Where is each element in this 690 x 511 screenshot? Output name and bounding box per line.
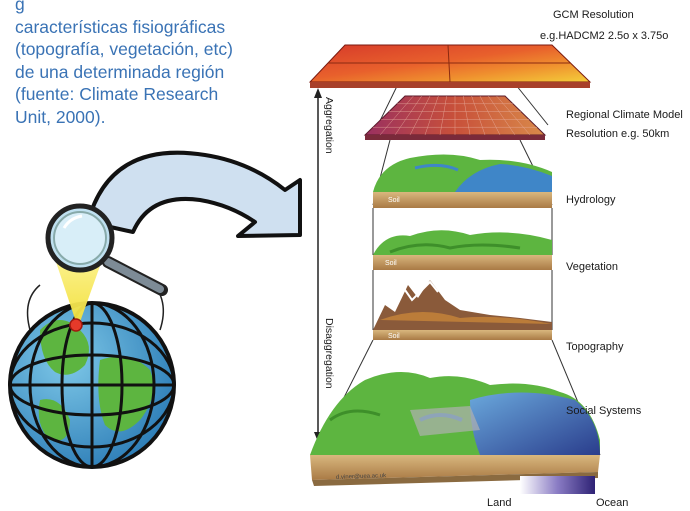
rcm-grid-line: [439, 95, 447, 136]
globe-icon: [8, 279, 176, 469]
topography-layer: Soil: [373, 280, 552, 340]
caption-line: g: [15, 0, 25, 14]
aggregation-axis: [314, 88, 322, 442]
magnifier-icon: [45, 203, 168, 332]
social-systems-label: Social Systems: [566, 405, 642, 417]
rcm-grid-line: [479, 95, 501, 136]
caption-line: (topografía, vegetación, etc): [15, 39, 233, 59]
hydrology-layer: Soil: [373, 154, 552, 208]
gcm-resolution-title: GCM Resolution: [553, 9, 634, 21]
rcm-grid-line: [488, 95, 516, 136]
rcm-grid-line: [409, 95, 431, 136]
land-label: Land: [487, 497, 512, 509]
vegetation-layer: Soil: [373, 230, 552, 270]
caption-line: Unit, 2000).: [15, 106, 106, 127]
rcm-title: Regional Climate Model: [566, 109, 683, 121]
soil-label: Soil: [388, 333, 400, 340]
topography-label: Topography: [566, 341, 624, 353]
rcm-grid-line: [424, 95, 439, 136]
rcm-grid-line: [463, 95, 471, 136]
rcm-grid-line: [471, 95, 486, 136]
rcm-resolution: Resolution e.g. 50km: [566, 128, 670, 140]
soil-label: Soil: [388, 197, 400, 204]
disaggregation-label: Disaggregation: [323, 318, 335, 389]
caption-line: (fuente: Climate Research: [15, 84, 219, 104]
social-systems-layer: [310, 371, 600, 486]
gcm-layer: [308, 44, 592, 88]
hydrology-label: Hydrology: [566, 194, 616, 206]
curved-arrow: [86, 150, 302, 238]
aggregation-label: Aggregation: [323, 97, 335, 154]
vegetation-label: Vegetation: [566, 261, 618, 273]
land-ocean-legend: [520, 476, 595, 494]
ocean-label: Ocean: [596, 497, 629, 509]
rcm-grid-line: [394, 95, 422, 136]
soil-label: Soil: [385, 260, 397, 267]
gcm-resolution-value: e.g.HADCM2 2.5o x 3.75o: [540, 30, 669, 42]
rcm-grid-line: [379, 95, 414, 136]
caption-line: de una determinada región: [15, 61, 225, 82]
caption-line: características fisiográficas: [15, 16, 226, 37]
rcm-grid-line: [496, 95, 531, 136]
figure-caption: g características fisiográficas (topogra…: [15, 0, 305, 128]
